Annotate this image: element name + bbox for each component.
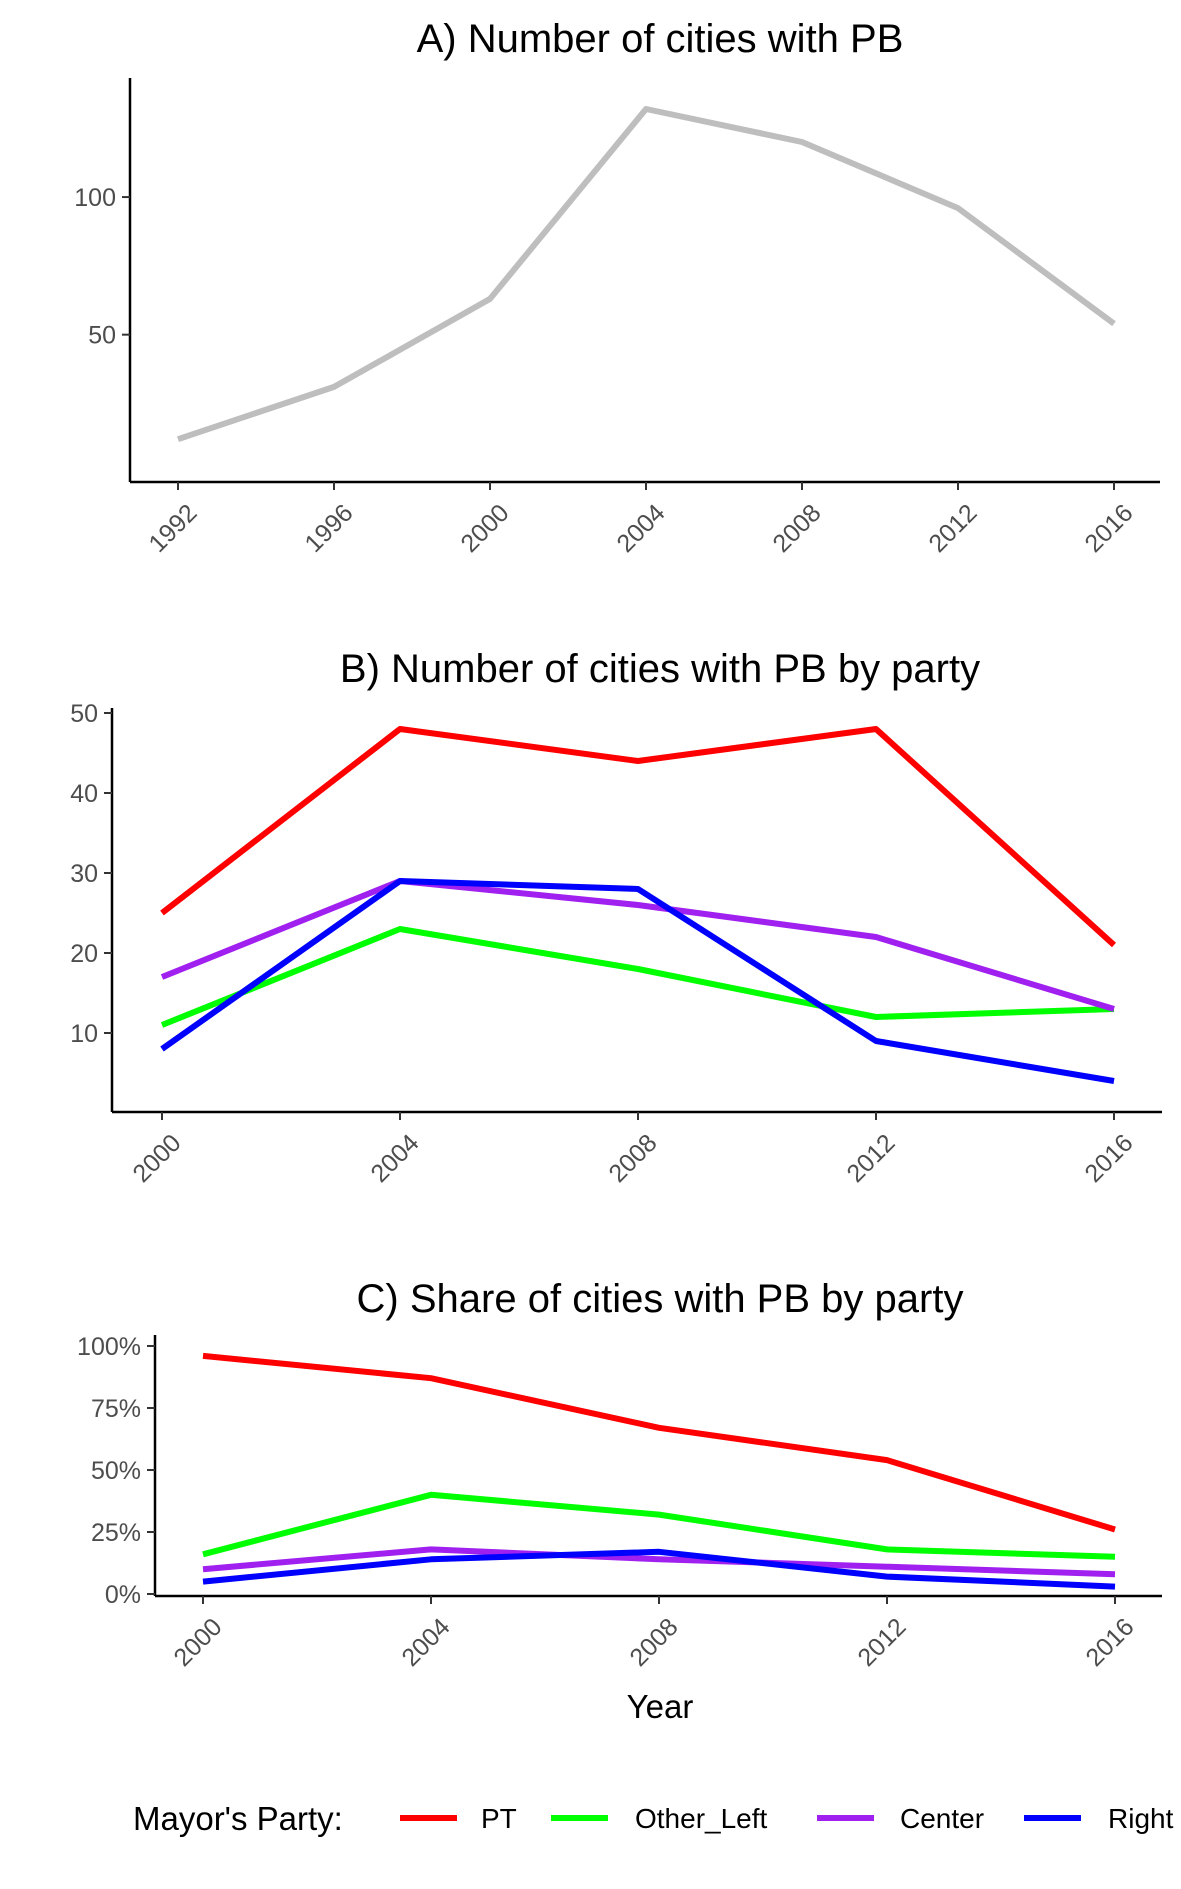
legend-label-right: Right [1108,1803,1174,1834]
panel-b-x-tick-label: 2000 [127,1129,186,1188]
legend: Mayor's Party: PT Other_Left Center Right [133,1800,1174,1837]
panel-c-y-tick-label: 50% [91,1457,141,1485]
panel-a-series-line-total [177,106,1116,443]
panel-a-x-tick-label: 2016 [1079,499,1138,558]
panel-a-x-tick-label: 1996 [299,499,358,558]
panel-c-x-tick-label: 2004 [396,1613,455,1672]
panel-c-y-tick-label: 75% [91,1395,141,1423]
panel-b-x-tick-label: 2004 [365,1129,424,1188]
panel-b-plot: 10 20 30 40 50 2000 2004 2008 2012 2016 [70,700,1162,1188]
legend-label-other-left: Other_Left [635,1803,768,1834]
panel-a-x-tick-label: 2008 [767,499,826,558]
legend-label-center: Center [900,1803,984,1834]
panel-a-y-tick-label: 50 [88,322,116,350]
panel-c-series-line-center [202,1546,1116,1578]
panel-c-series-line-other-left [202,1491,1116,1560]
panel-b-x-tick-label: 2016 [1079,1129,1138,1188]
panel-c-y-tick-label: 25% [91,1519,141,1547]
panel-a-x-tick-label: 1992 [143,499,202,558]
panel-b-y-tick-label: 20 [70,940,98,968]
panel-a-y-tick-label: 100 [74,184,116,212]
legend-label-pt: PT [481,1803,517,1834]
panel-b-x-tick-label: 2012 [841,1129,900,1188]
panel-b-series-line-right [160,878,1115,1084]
panel-b-series-line-center [160,878,1115,1012]
panel-b-series-line-pt [160,726,1117,948]
panel-b-y-tick-label: 40 [70,780,98,808]
panel-a-plot: 50 100 1992 1996 2000 2004 2008 2012 2016 [74,78,1160,558]
panel-c-x-tick-label: 2008 [624,1613,683,1672]
panel-b: B) Number of cities with PB by party 10 2… [70,647,1162,1188]
panel-a-x-tick-label: 2012 [923,499,982,558]
panel-a-x-tick-label: 2000 [455,499,514,558]
panel-c-x-tick-label: 2000 [168,1613,227,1672]
panel-b-y-tick-label: 50 [70,700,98,728]
legend-title: Mayor's Party: [133,1800,343,1837]
panel-c-title: C) Share of cities with PB by party [357,1277,964,1321]
panel-c: C) Share of cities with PB by party 0% 25… [77,1277,1162,1725]
panel-c-x-tick-label: 2012 [852,1613,911,1672]
panel-c-series-line-pt [202,1352,1116,1533]
panel-b-x-tick-label: 2008 [603,1129,662,1188]
panel-c-x-tick-label: 2016 [1080,1613,1139,1672]
panel-c-x-axis-title: Year [627,1688,694,1725]
panel-b-series-line-other-left [160,926,1115,1028]
panel-b-y-tick-label: 10 [70,1020,98,1048]
panel-a-x-tick-label: 2004 [611,499,670,558]
panel-c-y-tick-label: 100% [77,1333,141,1361]
panel-b-title: B) Number of cities with PB by party [340,647,980,691]
panel-c-plot: 0% 25% 50% 75% 100% 2000 2004 2008 2012 2016 [77,1333,1162,1672]
panel-c-y-tick-label: 0% [105,1581,141,1609]
panel-b-y-tick-label: 30 [70,860,98,888]
panel-c-series-line-right [202,1548,1116,1590]
panel-a-title: A) Number of cities with PB [417,17,904,61]
panel-a: A) Number of cities with PB 50 100 1992 199… [74,17,1160,558]
